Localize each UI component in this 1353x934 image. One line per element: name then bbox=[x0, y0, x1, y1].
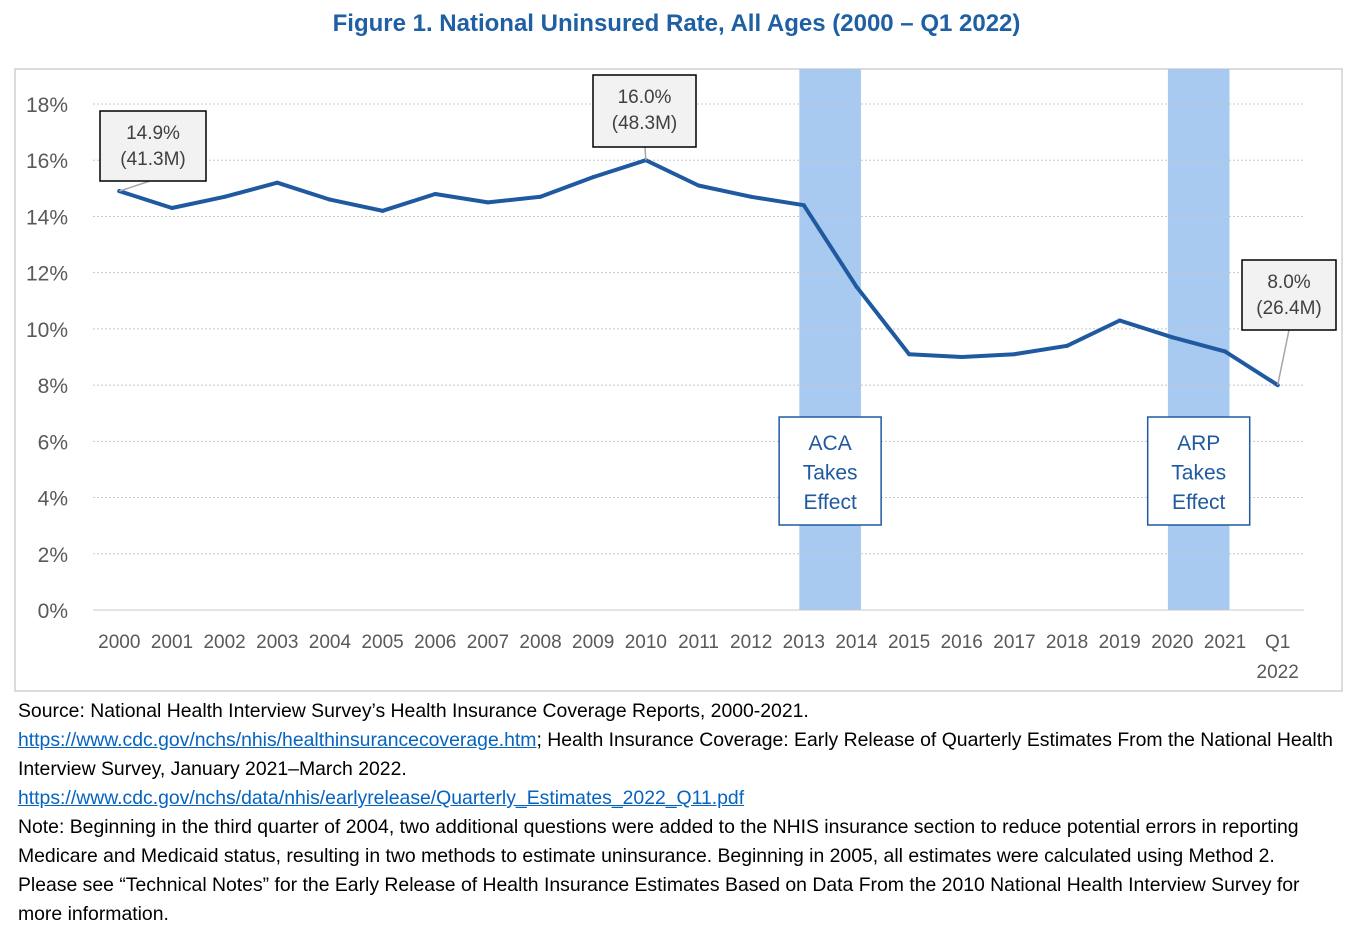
x-tick-label: 2013 bbox=[783, 632, 825, 653]
data-point bbox=[1223, 349, 1228, 354]
x-tick-label: 2012 bbox=[730, 632, 772, 653]
x-tick-label: 2015 bbox=[888, 632, 930, 653]
x-tick-label: 2002 bbox=[203, 632, 245, 653]
source-link-2[interactable]: https://www.cdc.gov/nchs/data/nhis/early… bbox=[18, 787, 745, 809]
data-point bbox=[327, 197, 332, 202]
x-tick-label: 2000 bbox=[98, 632, 140, 653]
x-tick-label: 2018 bbox=[1046, 632, 1088, 653]
y-tick-label: 6% bbox=[38, 431, 68, 454]
x-tick-label: 2005 bbox=[361, 632, 403, 653]
x-tick-label: 2001 bbox=[151, 632, 193, 653]
callout-leader bbox=[1276, 329, 1290, 386]
x-tick-label: 2007 bbox=[467, 632, 509, 653]
source-link-1[interactable]: https://www.cdc.gov/nchs/nhis/healthinsu… bbox=[18, 729, 537, 751]
chart-area: 0%2%4%6%8%10%12%14%16%18% 2000 2001 2002 20… bbox=[14, 68, 1343, 692]
data-point bbox=[433, 191, 438, 196]
note-text: Note: Beginning in the third quarter of … bbox=[18, 816, 1300, 925]
grid-layer bbox=[93, 103, 1304, 611]
callout-box bbox=[592, 74, 697, 148]
data-point bbox=[696, 183, 701, 188]
data-point bbox=[854, 284, 859, 289]
chart-title: Figure 1. National Uninsured Rate, All A… bbox=[332, 10, 1021, 37]
source-line-3: https://www.cdc.gov/nchs/data/nhis/early… bbox=[18, 784, 1338, 813]
data-point bbox=[1117, 318, 1122, 323]
y-tick-label: 16% bbox=[26, 150, 68, 173]
data-point bbox=[1065, 343, 1070, 348]
y-tick-label: 12% bbox=[26, 263, 68, 286]
y-tick-label: 4% bbox=[38, 488, 68, 511]
band-label: Takes bbox=[1171, 462, 1226, 485]
data-point bbox=[959, 355, 964, 359]
x-axis-ticks: 2000 2001 2002 2003 2004 2005 2006 2007 2008 2009… bbox=[98, 632, 1299, 683]
data-point bbox=[222, 194, 227, 199]
data-point bbox=[801, 203, 806, 208]
x-tick-label: 2004 bbox=[309, 632, 352, 653]
callout-leader bbox=[644, 146, 647, 161]
y-tick-label: 14% bbox=[26, 206, 68, 229]
callout-leader bbox=[119, 180, 151, 192]
data-point bbox=[538, 194, 543, 199]
x-tick-label: 2006 bbox=[414, 632, 456, 653]
callout-label: 8.0% bbox=[1267, 272, 1310, 293]
y-tick-label: 10% bbox=[26, 319, 68, 342]
callout-label: (41.3M) bbox=[120, 149, 185, 170]
x-tick-label: 2014 bbox=[835, 632, 878, 653]
data-point bbox=[907, 352, 912, 357]
band-label: ARP bbox=[1177, 432, 1220, 455]
chart-frame bbox=[14, 68, 1343, 692]
x-tick-label: 2021 bbox=[1204, 632, 1246, 653]
x-tick-label: Q1 2022 bbox=[1257, 632, 1299, 683]
x-tick-label: 2020 bbox=[1151, 632, 1193, 653]
callout-label: 14.9% bbox=[126, 123, 180, 144]
band-label: ACA bbox=[809, 432, 852, 455]
x-tick-label: 2011 bbox=[678, 632, 719, 653]
y-tick-label: 2% bbox=[38, 544, 68, 567]
callout-layer: 14.9% (41.3M) 16.0% (48.3M) 8.0% (26.4M) bbox=[99, 74, 1337, 386]
callout-box bbox=[1241, 259, 1337, 331]
band-label-box bbox=[1146, 416, 1251, 526]
data-point bbox=[169, 206, 174, 211]
data-point bbox=[275, 180, 280, 185]
band-label-layer: ACA Takes Effect ARP Takes Effect bbox=[778, 416, 1251, 526]
data-point bbox=[1170, 335, 1175, 340]
band-0 bbox=[799, 69, 861, 610]
x-tick-label: 2017 bbox=[993, 632, 1035, 653]
callout-box bbox=[99, 110, 207, 182]
data-point bbox=[591, 175, 596, 180]
source-notes: Source: National Health Interview Survey… bbox=[18, 697, 1338, 929]
callout-label: (48.3M) bbox=[612, 113, 677, 134]
source-line-2-text: ; Health Insurance Coverage: Early Relea… bbox=[18, 729, 1333, 780]
callout-label: 16.0% bbox=[618, 87, 672, 108]
source-line: Source: National Health Interview Survey… bbox=[18, 700, 809, 722]
x-tick-label: 2019 bbox=[1099, 632, 1141, 653]
x-tick-label: 2016 bbox=[941, 632, 983, 653]
band-label: Effect bbox=[803, 491, 856, 514]
source-line-2: https://www.cdc.gov/nchs/nhis/healthinsu… bbox=[18, 726, 1338, 784]
x-tick-label: 2009 bbox=[572, 632, 614, 653]
y-axis-ticks: 0% 2% 4% 6% 8% 10% 12% 14% 16% 18% bbox=[26, 94, 68, 623]
band-label-box bbox=[778, 416, 882, 526]
data-point bbox=[380, 208, 385, 213]
x-tick-label: 2010 bbox=[625, 632, 667, 653]
x-tick-label: 2003 bbox=[256, 632, 298, 653]
band-label: Effect bbox=[1172, 491, 1225, 514]
y-tick-label: 18% bbox=[26, 94, 68, 117]
data-point bbox=[1012, 352, 1017, 357]
data-point bbox=[749, 194, 754, 199]
y-tick-label: 8% bbox=[38, 375, 68, 398]
band-label: Takes bbox=[803, 462, 858, 485]
x-tick-label: 2008 bbox=[519, 632, 561, 653]
callout-label: (26.4M) bbox=[1256, 298, 1321, 319]
data-point bbox=[485, 200, 490, 205]
y-tick-label: 0% bbox=[38, 600, 68, 623]
